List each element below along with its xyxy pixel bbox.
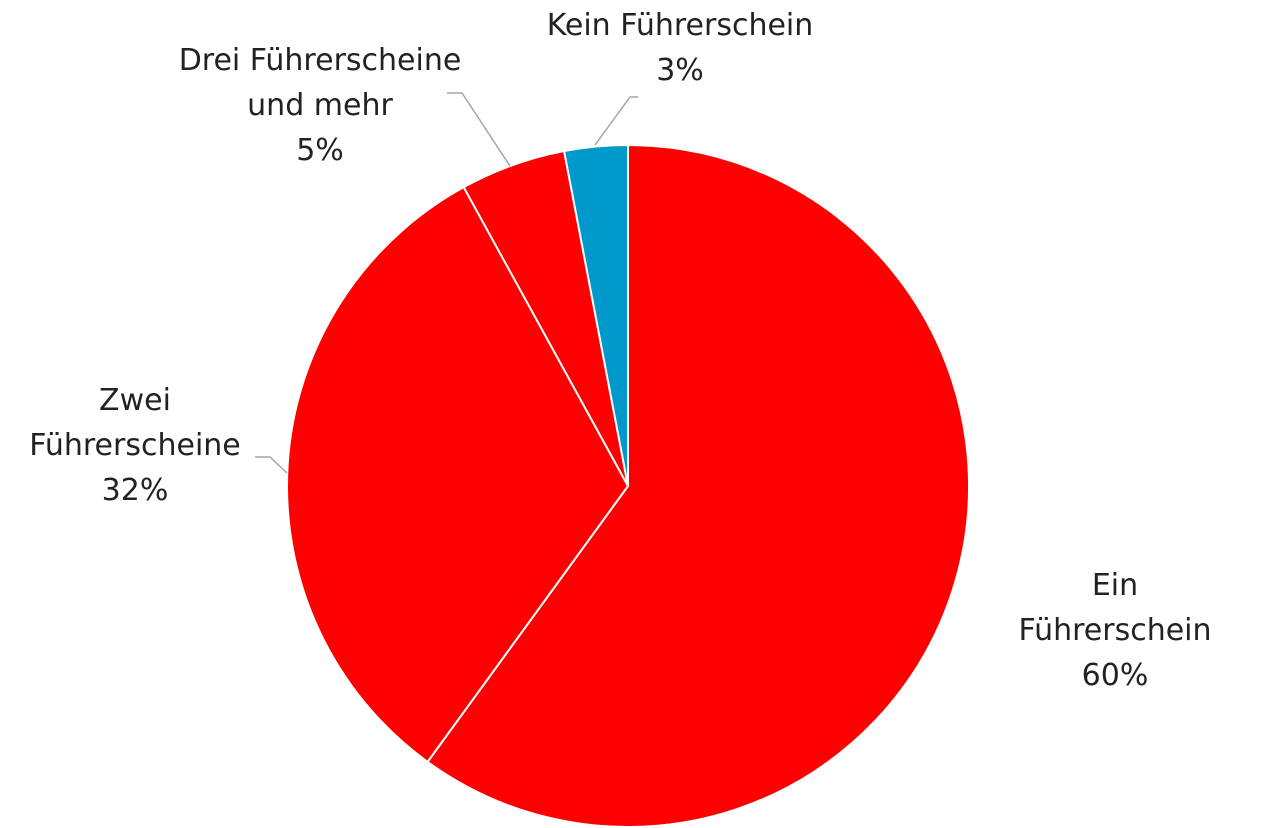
slice-label: Ein Führerschein 60% <box>1018 563 1211 698</box>
pie-slice <box>286 185 630 764</box>
slice-label: Drei Führerscheine und mehr 5% <box>179 38 462 173</box>
leader-lines <box>255 92 638 474</box>
value-label: 3% <box>656 53 704 88</box>
value-label: 60% <box>1081 658 1149 693</box>
pie-slice <box>426 143 970 828</box>
slices <box>286 143 970 828</box>
category-label: Kein Führerschein <box>546 8 814 43</box>
category-label: Zwei Führerscheine <box>29 383 241 463</box>
pie-slice <box>562 143 629 487</box>
slice-label: Zwei Führerscheine 32% <box>29 378 241 513</box>
leader-line <box>594 96 638 146</box>
leader-line <box>255 456 288 474</box>
value-label: 32% <box>101 473 169 508</box>
value-label: 5% <box>296 133 344 168</box>
slice-label: Kein Führerschein 3% <box>547 3 814 93</box>
category-label: Drei Führerscheine und mehr <box>178 43 462 123</box>
leader-line <box>447 92 511 167</box>
category-label: Ein Führerschein <box>1018 568 1212 648</box>
